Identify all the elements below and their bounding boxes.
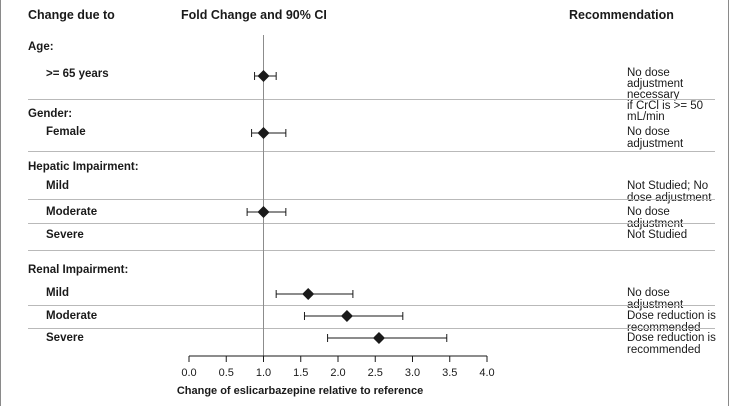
x-tick-label-4: 2.0 — [330, 367, 345, 379]
recommendation-age-65: No dose adjustment necessary if CrCl is … — [627, 67, 729, 123]
x-axis-label: Change of eslicarbazepine relative to re… — [176, 385, 424, 397]
column-header-change: Change due to — [28, 8, 115, 22]
estimate-marker-g3-r1 — [340, 310, 353, 322]
x-tick-label-1: 0.5 — [219, 367, 234, 379]
estimate-marker-g2-r1 — [257, 206, 270, 218]
recommendation-age-65-line-1: No dose adjustment necessary — [627, 67, 684, 101]
recommendation-hepatic-mild: Not Studied; No dose adjustment — [627, 180, 712, 204]
column-header-fold-change: Fold Change and 90% CI — [181, 8, 327, 22]
row-label-female: Female — [46, 126, 86, 138]
x-tick-label-8: 4.0 — [479, 367, 494, 379]
x-tick-label-6: 3.0 — [405, 367, 420, 379]
divider-hepatic-mild — [28, 199, 715, 200]
recommendation-renal-moderate: Dose reduction is recommended — [627, 310, 716, 334]
group-label-age: Age: — [28, 41, 54, 53]
column-header-recommendation: Recommendation — [569, 8, 674, 22]
x-tick-label-5: 2.5 — [368, 367, 383, 379]
group-label-renal: Renal Impairment: — [28, 264, 129, 276]
row-label-renal-mild: Mild — [46, 287, 69, 299]
estimate-marker-g3-r2 — [372, 332, 385, 344]
estimate-marker-g1-r0 — [257, 127, 270, 139]
row-label-hepatic-moderate: Moderate — [46, 206, 98, 218]
recommendation-renal-severe: Dose reduction is recommended — [627, 332, 716, 356]
divider-age — [28, 99, 715, 100]
x-tick-label-0: 0.0 — [181, 367, 196, 379]
x-tick-label-7: 3.5 — [442, 367, 457, 379]
divider-renal-moderate — [28, 328, 715, 329]
recommendation-female: No dose adjustment — [627, 126, 684, 150]
estimate-marker-g0-r0 — [257, 70, 270, 82]
recommendation-age-65-line-2: if CrCl is >= 50 mL/min — [627, 100, 704, 123]
row-label-renal-moderate: Moderate — [46, 310, 98, 322]
divider-renal-mild — [28, 305, 715, 306]
group-label-hepatic: Hepatic Impairment: — [28, 161, 139, 173]
row-label-hepatic-severe: Severe — [46, 229, 84, 241]
divider-gender — [28, 151, 715, 152]
x-tick-label-2: 1.0 — [256, 367, 271, 379]
estimate-marker-g3-r0 — [302, 288, 315, 300]
row-label-renal-severe: Severe — [46, 332, 84, 344]
recommendation-hepatic-moderate: No dose adjustment — [627, 206, 684, 230]
group-label-gender: Gender: — [28, 108, 73, 120]
x-tick-label-3: 1.5 — [293, 367, 308, 379]
row-label-hepatic-mild: Mild — [46, 180, 69, 192]
recommendation-hepatic-severe: Not Studied — [627, 229, 688, 241]
divider-hepatic-moderate — [28, 223, 715, 224]
divider-hepatic — [28, 250, 715, 251]
row-label-age-65: >= 65 years — [46, 68, 109, 80]
